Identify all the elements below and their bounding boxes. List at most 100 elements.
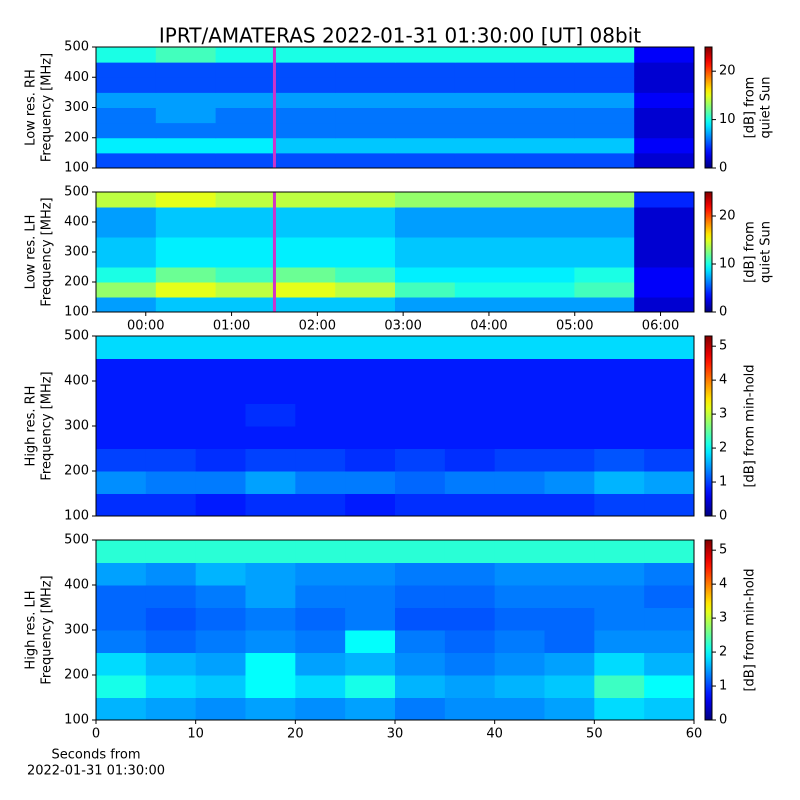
- heatmap-cell: [195, 381, 246, 404]
- heatmap-cell: [395, 237, 456, 253]
- heatmap-cell: [155, 137, 217, 154]
- heatmap-cell: [96, 77, 157, 93]
- heatmap-cell: [335, 137, 396, 154]
- heatmap-cell: [454, 237, 516, 253]
- x-tick-label: 10: [187, 727, 204, 742]
- y-tick-label: 500: [64, 533, 89, 548]
- heatmap-cell: [295, 358, 346, 382]
- heatmap-cell: [195, 448, 246, 472]
- x-tick-label: 40: [486, 727, 503, 742]
- heatmap-cell: [644, 585, 695, 608]
- heatmap-cell: [594, 585, 645, 608]
- heatmap-cell: [494, 607, 545, 631]
- heatmap-cell: [514, 62, 575, 78]
- heatmap-cell: [195, 607, 246, 631]
- heatmap-cell: [574, 282, 635, 298]
- heatmap-cell: [275, 237, 336, 253]
- heatmap-cell: [275, 77, 336, 93]
- heatmap-cell: [444, 540, 496, 563]
- heatmap-cell: [594, 426, 645, 449]
- figure-title: IPRT/AMATERAS 2022-01-31 01:30:00 [UT] 0…: [159, 24, 641, 48]
- heatmap-cell: [96, 107, 157, 124]
- heatmap-cell: [335, 207, 396, 223]
- heatmap-cell: [335, 192, 396, 208]
- x-tick-label: 20: [287, 727, 304, 742]
- heatmap-cell: [444, 403, 496, 427]
- heatmap-cell: [345, 585, 396, 608]
- colorbar-tick-label: 5: [719, 339, 727, 354]
- heatmap-cell: [145, 381, 197, 404]
- heatmap-cell: [195, 697, 246, 721]
- heatmap-cell: [96, 403, 147, 427]
- heatmap-cell: [574, 107, 635, 124]
- heatmap-cell: [544, 336, 595, 359]
- y-axis-label: Frequency [MHz]: [40, 197, 55, 306]
- heatmap-cell: [494, 471, 545, 494]
- heatmap-cell: [634, 207, 695, 223]
- heatmap-cell: [145, 675, 197, 698]
- heatmap-cell: [444, 471, 496, 494]
- heatmap-cell: [544, 471, 595, 494]
- heatmap-cell: [574, 47, 635, 63]
- heatmap-cell: [395, 675, 446, 698]
- heatmap-cell: [96, 493, 147, 517]
- heatmap-cell: [275, 267, 336, 283]
- heatmap-cell: [145, 426, 197, 449]
- heatmap-cell: [644, 675, 695, 698]
- heatmap-cell: [644, 562, 695, 586]
- heatmap-cell: [644, 697, 695, 721]
- heatmap-cell: [514, 47, 575, 63]
- heatmap-cell: [494, 562, 545, 586]
- heatmap-cell: [574, 297, 635, 313]
- heatmap-cell: [96, 358, 147, 382]
- heatmap-cell: [155, 92, 217, 108]
- heatmap-cell: [295, 652, 346, 676]
- heatmap-cell: [514, 237, 575, 253]
- y-tick-label: 500: [64, 329, 89, 344]
- heatmap-cell: [345, 448, 396, 472]
- heatmap-cell: [634, 237, 695, 253]
- heatmap-cell: [444, 630, 496, 653]
- heatmap-cell: [395, 207, 456, 223]
- heatmap-cell: [494, 697, 545, 721]
- heatmap-cell: [215, 122, 276, 139]
- heatmap-cell: [444, 381, 496, 404]
- colorbar-tick-label: 20: [719, 209, 736, 224]
- heatmap-cell: [295, 448, 346, 472]
- heatmap-cell: [644, 540, 695, 563]
- heatmap-cell: [514, 222, 575, 238]
- heatmap-cell: [574, 207, 635, 223]
- heatmap-cell: [335, 237, 396, 253]
- y-tick-label: 100: [64, 713, 89, 728]
- heatmap-cell: [454, 207, 516, 223]
- y-tick-label: 500: [64, 40, 89, 55]
- heatmap-cell: [275, 137, 336, 154]
- heatmap-cell: [395, 336, 446, 359]
- heatmap-cell: [594, 448, 645, 472]
- colorbar-tick-label: 4: [719, 577, 727, 592]
- heatmap-cell: [395, 77, 456, 93]
- heatmap-cell: [275, 222, 336, 238]
- heatmap-cell: [96, 47, 157, 63]
- heatmap-cell: [444, 675, 496, 698]
- heatmap-cell: [395, 585, 446, 608]
- y-axis-label: Frequency [MHz]: [40, 575, 55, 684]
- heatmap-cell: [96, 585, 147, 608]
- heatmap-cell: [145, 540, 197, 563]
- colorbar-tick-label: 0: [719, 509, 727, 524]
- heatmap-cell: [155, 192, 217, 208]
- heatmap-cell: [215, 222, 276, 238]
- heatmap-cell: [215, 107, 276, 124]
- heatmap-cell: [295, 381, 346, 404]
- heatmap-cell: [644, 336, 695, 359]
- y-tick-label: 400: [64, 70, 89, 85]
- heatmap-cell: [454, 192, 516, 208]
- heatmap-cell: [96, 267, 157, 283]
- heatmap-cell: [335, 122, 396, 139]
- heatmap-cell: [594, 471, 645, 494]
- heatmap-cell: [275, 207, 336, 223]
- y-tick-label: 100: [64, 509, 89, 524]
- y-tick-label: 100: [64, 161, 89, 176]
- heatmap-cell: [574, 62, 635, 78]
- heatmap-cell: [544, 562, 595, 586]
